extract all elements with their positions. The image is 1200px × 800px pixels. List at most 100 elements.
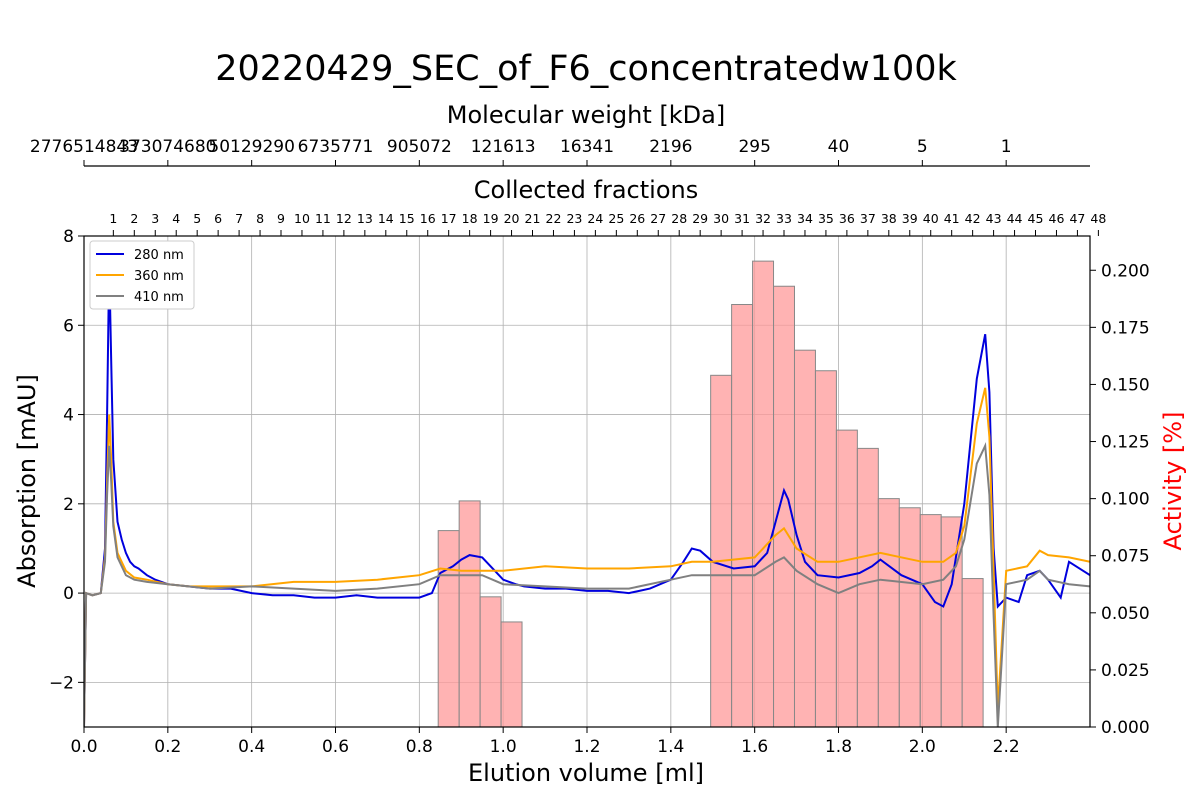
- y-tick-label: 2: [63, 495, 74, 515]
- fraction-tick-label: 41: [944, 211, 960, 226]
- activity-bar: [961, 578, 984, 728]
- chart-title: 20220429_SEC_of_F6_concentratedw100k: [215, 49, 957, 89]
- activity-bars: [437, 260, 984, 728]
- x-tick-label: 0.8: [406, 737, 433, 757]
- fraction-tick-label: 18: [462, 211, 478, 226]
- fraction-tick-label: 7: [235, 211, 243, 226]
- fraction-tick-label: 38: [881, 211, 897, 226]
- y2-tick-label: 0.200: [1101, 261, 1150, 281]
- absorbance-lines: [84, 262, 1090, 727]
- fraction-tick-label: 26: [629, 211, 645, 226]
- plot-frame: [83, 235, 1091, 728]
- legend-label: 280 nm: [134, 248, 184, 263]
- fraction-tick-label: 5: [193, 211, 201, 226]
- x-tick-label: 0.4: [238, 737, 265, 757]
- x-tick-label: 0.0: [70, 737, 97, 757]
- mw-tick-label: 40: [828, 137, 850, 157]
- y2-tick-label: 0.100: [1101, 490, 1150, 510]
- fraction-tick-label: 6: [214, 211, 222, 226]
- legend: 280 nm 360 nm 410 nm: [89, 240, 195, 310]
- fraction-tick-label: 42: [965, 211, 981, 226]
- fraction-tick-label: 30: [713, 211, 729, 226]
- activity-bar: [458, 500, 481, 728]
- fraction-tick-label: 11: [315, 211, 331, 226]
- x-tick-label: 1.6: [741, 737, 768, 757]
- mw-tick-label: 2196: [649, 137, 692, 157]
- fraction-tick-label: 48: [1090, 211, 1106, 226]
- x-tick-label: 1.8: [825, 737, 852, 757]
- fraction-tick-label: 21: [525, 211, 541, 226]
- activity-bar: [437, 530, 460, 728]
- activity-bar: [752, 260, 775, 728]
- activity-bar: [500, 621, 523, 728]
- y-tick-label: 4: [63, 406, 74, 426]
- mw-tick-label: 1: [1001, 137, 1012, 157]
- x-tick-label: 0.2: [154, 737, 181, 757]
- mw-tick-label: 6735771: [298, 137, 374, 157]
- fraction-tick-label: 10: [294, 211, 310, 226]
- fraction-tick-label: 12: [336, 211, 352, 226]
- fraction-tick-label: 46: [1049, 211, 1065, 226]
- mw-tick-label: 16341: [560, 137, 614, 157]
- y2-tick-label: 0.150: [1101, 375, 1150, 395]
- y-tick-label: 8: [63, 227, 74, 247]
- mw-tick-label: 5: [917, 137, 928, 157]
- fraction-tick-label: 4: [172, 211, 180, 226]
- fraction-tick-label: 35: [818, 211, 834, 226]
- fraction-tick-label: 29: [692, 211, 708, 226]
- fraction-tick-label: 40: [923, 211, 939, 226]
- y-tick-label: −2: [49, 673, 74, 693]
- fraction-tick-label: 8: [256, 211, 264, 226]
- mw-tick-label: 905072: [387, 137, 452, 157]
- y2-tick-label: 0.025: [1101, 661, 1150, 681]
- mw-tick-label: 121613: [471, 137, 536, 157]
- x-tick-label: 1.0: [490, 737, 517, 757]
- fraction-tick-label: 37: [860, 211, 876, 226]
- activity-bar: [814, 370, 837, 728]
- fraction-tick-label: 27: [650, 211, 666, 226]
- x-tick-label: 2.2: [993, 737, 1020, 757]
- y-axis-label: Absorption [mAU]: [13, 374, 41, 588]
- activity-bar: [773, 285, 795, 728]
- x-tick-label: 1.4: [657, 737, 684, 757]
- mw-tick-label: 373074680: [119, 137, 216, 157]
- fraction-tick-label: 16: [420, 211, 436, 226]
- fraction-tick-label: 19: [483, 211, 499, 226]
- x-axis-label: Elution volume [ml]: [468, 759, 704, 787]
- y2-tick-label: 0.175: [1101, 318, 1150, 338]
- fraction-tick-label: 22: [546, 211, 562, 226]
- fraction-tick-label: 34: [797, 211, 813, 226]
- fraction-tick-label: 20: [504, 211, 520, 226]
- fraction-tick-label: 9: [277, 211, 285, 226]
- series-line-280-nm: [84, 262, 1090, 727]
- fraction-tick-label: 2: [130, 211, 138, 226]
- y2-tick-label: 0.125: [1101, 433, 1150, 453]
- fraction-tick-label: 33: [776, 211, 792, 226]
- legend-box: [89, 240, 195, 310]
- y2-tick-label: 0.075: [1101, 547, 1150, 567]
- mw-tick-label: 50129290: [208, 137, 295, 157]
- fraction-tick-label: 3: [151, 211, 159, 226]
- axes: 0.0 0.2 0.4 0.6 0.8 1.0 1.2 1.4 1.6 1.8 2.0 2.2 −2 0 2…: [30, 137, 1150, 757]
- mw-axis-label: Molecular weight [kDa]: [447, 101, 725, 129]
- activity-bar: [898, 507, 921, 728]
- y2-axis-label: Activity [%]: [1159, 412, 1187, 551]
- y-tick-label: 0: [63, 584, 74, 604]
- x-tick-label: 0.6: [322, 737, 349, 757]
- activity-bar: [940, 516, 963, 728]
- fractions-axis-label: Collected fractions: [474, 176, 698, 204]
- mw-tick-label: 2776514843: [30, 137, 138, 157]
- activity-bar: [919, 514, 942, 728]
- activity-bar: [835, 429, 858, 728]
- activity-bar: [877, 498, 900, 728]
- y2-tick-label: 0.050: [1101, 604, 1150, 624]
- fraction-tick-label: 1: [109, 211, 117, 226]
- fraction-tick-label: 13: [357, 211, 373, 226]
- mw-tick-label: 295: [738, 137, 770, 157]
- fraction-tick-label: 45: [1028, 211, 1044, 226]
- fraction-tick-label: 43: [986, 211, 1002, 226]
- fraction-tick-label: 23: [566, 211, 582, 226]
- activity-bar: [731, 304, 754, 728]
- fraction-tick-label: 47: [1069, 211, 1085, 226]
